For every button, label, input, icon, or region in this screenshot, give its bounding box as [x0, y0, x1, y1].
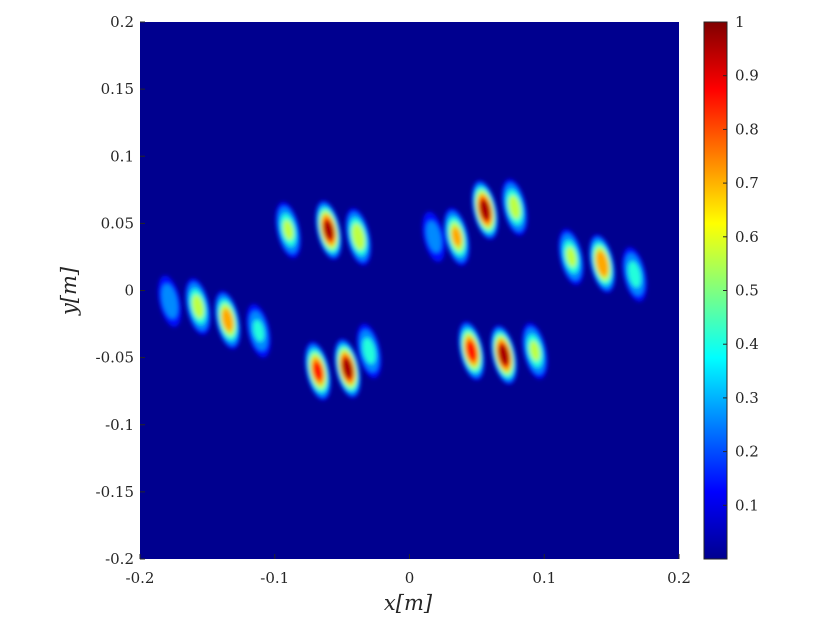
colorbar-tick-label: 0.3	[735, 389, 759, 407]
hotspot-19	[422, 211, 446, 262]
hotspot-10	[458, 321, 485, 381]
y-tick-label: 0.1	[110, 147, 134, 165]
hotspot-9	[443, 208, 470, 266]
y-tick-label: -0.2	[105, 550, 134, 568]
hotspot-17	[622, 247, 647, 302]
hotspot-12	[490, 325, 517, 385]
y-tick-label: 0.15	[101, 80, 134, 98]
colorbar-tick-label: 0.5	[735, 282, 759, 300]
colorbar-tick-label: 0.6	[735, 228, 759, 246]
x-tick-label: -0.2	[126, 569, 155, 587]
y-tick-label: -0.05	[96, 349, 134, 367]
x-tick-label: 0.2	[667, 569, 691, 587]
colorbar-tick-label: 0.7	[735, 174, 759, 192]
x-tick-label: -0.1	[260, 569, 289, 587]
colorbar-tick-label: 0.9	[735, 67, 759, 85]
colorbar-tick-label: 1	[735, 13, 745, 31]
plot-area	[140, 22, 679, 559]
hotspot-4	[304, 341, 331, 401]
colorbar-tick-label: 0.8	[735, 120, 759, 138]
hotspot-7	[345, 208, 372, 266]
hotspot-1	[214, 291, 241, 349]
hotspot-3	[275, 202, 301, 259]
colorbar-tick-label: 0.4	[735, 335, 759, 353]
colorbar-tick-label: 0.2	[735, 443, 759, 461]
y-tick-label: 0	[124, 282, 134, 300]
x-tick-label: 0.1	[532, 569, 556, 587]
hotspot-5	[315, 200, 342, 260]
y-tick-label: 0.2	[110, 13, 134, 31]
hotspot-15	[558, 228, 584, 285]
colorbar	[704, 22, 727, 559]
hotspot-0	[185, 278, 211, 335]
colorbar-tick-label: 0.1	[735, 496, 759, 514]
colorbar-frame	[703, 21, 728, 560]
hotspot-16	[589, 234, 616, 293]
y-axis-label: y[m]	[57, 266, 81, 316]
x-tick-label: 0	[405, 569, 415, 587]
hotspot-14	[522, 322, 548, 379]
y-tick-label: -0.1	[105, 416, 134, 434]
y-tick-label: 0.05	[101, 214, 134, 232]
hotspot-2	[246, 304, 271, 358]
hotspot-13	[501, 178, 528, 236]
hotspot-6	[334, 338, 361, 398]
x-axis-label: x[m]	[384, 591, 433, 615]
hotspot-8	[356, 323, 382, 379]
hotspot-11	[471, 180, 499, 240]
y-tick-label: -0.15	[96, 483, 134, 501]
hotspot-18	[158, 275, 182, 327]
